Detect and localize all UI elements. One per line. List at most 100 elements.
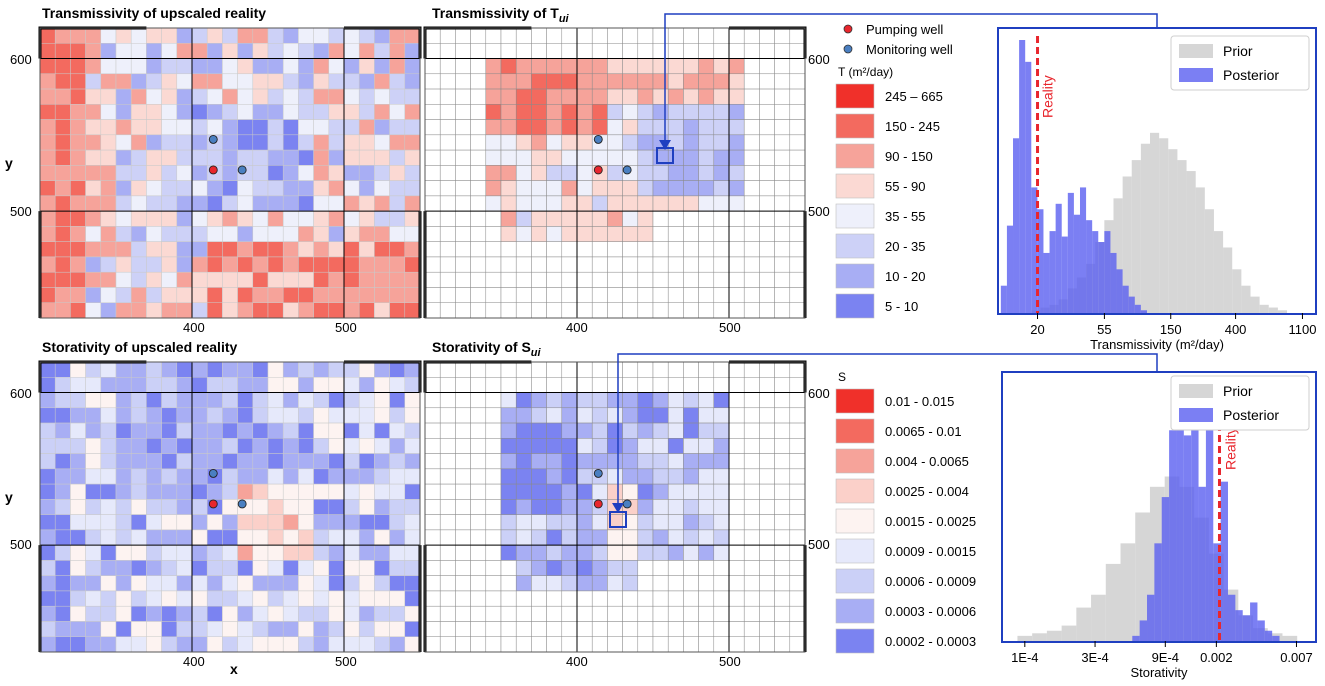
grid-cell [282,226,299,242]
grid-cell [100,287,117,303]
grid-cell [298,361,314,378]
grid-cell [100,392,117,409]
grid-cell [728,256,745,273]
grid-cell [439,361,456,378]
grid-cell [130,149,147,166]
grid-cell [237,636,254,653]
grid-cell [485,438,502,454]
grid-cell [500,621,517,637]
grid-cell [713,377,730,393]
grid-cell [389,361,406,378]
grid-cell [759,453,775,470]
grid-cell [237,514,254,531]
grid-cell [683,483,699,500]
grid-cell [485,210,502,227]
grid-cell [500,88,517,105]
grid-cell [622,302,639,319]
grid-cell [607,361,623,378]
grid-cell [485,119,502,136]
grid-cell [298,88,314,105]
grid-cell [455,149,471,166]
grid-cell [176,241,193,258]
grid-cell [252,119,269,136]
grid-cell [713,119,730,136]
grid-cell [698,529,715,546]
grid-cell [698,43,715,59]
prior-legend-label: Prior [1223,383,1253,399]
grid-cell [531,392,547,409]
grid-cell [774,165,791,181]
grid-cell [389,195,406,212]
grid-cell [358,104,375,120]
grid-cell [115,392,132,409]
posterior-legend-swatch [1179,408,1213,422]
grid-cell [455,529,471,546]
posterior-bar [1227,594,1236,641]
grid-cell [439,241,456,258]
grid-cell [652,226,669,242]
grid-cell [358,438,375,454]
grid-cell [85,605,102,622]
grid-cell [176,499,193,515]
grid-cell [576,361,593,378]
grid-cell [161,180,178,197]
grid-cell [774,453,791,470]
grid-cell [591,483,608,500]
grid-cell [576,514,593,531]
grid-cell [789,256,806,273]
grid-cell [100,165,117,181]
grid-cell [222,407,238,424]
grid-cell [146,195,162,212]
grid-cell [328,483,345,500]
prior-bar [1282,635,1298,641]
grid-cell [774,58,791,75]
grid-cell [683,180,699,197]
grid-cell [728,361,745,378]
grid-cell [759,621,775,637]
grid-cell [500,392,517,409]
grid-cell [576,377,593,393]
grid-cell [191,407,208,424]
grid-cell [667,195,684,212]
grid-cell [591,104,608,120]
grid-cell [343,453,360,470]
grid-cell [424,468,441,485]
grid-cell [774,407,791,424]
grid-cell [222,605,238,622]
posterior-bar [1079,187,1087,313]
grid-cell [191,590,208,607]
grid-cell [455,195,471,212]
grid-cell [100,241,117,258]
grid-cell [561,560,578,576]
grid-cell [561,73,578,90]
grid-cell [728,575,745,592]
grid-cell [358,422,375,439]
grid-cell [622,134,639,151]
grid-cell [759,468,775,485]
grid-cell [374,58,390,75]
grid-cell [774,134,791,151]
grid-cell [470,210,487,227]
grid-cell [222,377,238,393]
grid-cell [176,605,193,622]
grid-cell [130,226,147,242]
grid-cell [531,180,547,197]
prior-bar [1046,630,1062,641]
grid-cell [485,422,502,439]
posterior-bar [1098,242,1105,313]
grid-cell [789,560,806,576]
grid-cell [455,210,471,227]
grid-cell [622,256,639,273]
grid-cell [85,529,102,546]
grid-cell [470,104,487,120]
grid-cell [404,560,421,576]
grid-cell [774,422,791,439]
grid-cell [298,119,314,136]
legend-S-label: 0.0003 - 0.0006 [885,604,976,619]
grid-cell [424,256,441,273]
grid-cell [439,514,456,531]
grid-cell [39,88,56,105]
grid-cell [343,377,360,393]
grid-cell [637,483,654,500]
grid-cell [267,302,284,319]
